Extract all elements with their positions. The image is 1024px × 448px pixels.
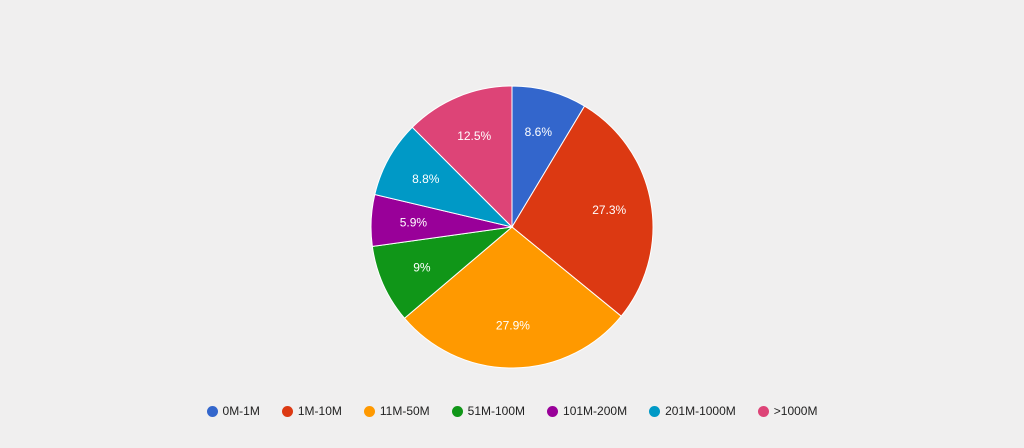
slice-value-label: 27.3% [592, 203, 626, 217]
legend-label: 11M-50M [379, 404, 430, 418]
slice-value-label: 8.6% [525, 125, 553, 139]
slice-value-label: 27.9% [496, 319, 530, 333]
legend-item[interactable]: 11M-50M [363, 404, 430, 418]
legend-swatch-icon [451, 405, 463, 417]
slice-value-label: 12.5% [457, 129, 491, 143]
legend-label: 101M-200M [563, 404, 628, 418]
chart-legend: 0M-1M 1M-10M 11M-50M 51M-100M 101M-200M 201M-… [0, 402, 1024, 420]
legend-swatch-icon [281, 405, 293, 417]
pie-slice-51m-100m[interactable] [371, 226, 514, 319]
legend-item[interactable]: 101M-200M [547, 404, 627, 418]
legend-swatch-icon [757, 405, 769, 417]
legend-label: 1M-10M [297, 404, 342, 418]
legend-label: >1000M [773, 404, 818, 418]
legend-swatch-icon [363, 405, 375, 417]
legend-item[interactable]: >1000M [757, 404, 818, 418]
legend-swatch-icon [547, 405, 559, 417]
slice-value-label: 9% [413, 260, 431, 274]
legend-item[interactable]: 201M-1000M [649, 404, 736, 418]
pie-slice--1000m[interactable] [411, 85, 513, 229]
legend-item[interactable]: 0M-1M [206, 404, 260, 418]
legend-label: 201M-1000M [665, 404, 736, 418]
legend-swatch-icon [649, 405, 661, 417]
legend-swatch-icon [206, 405, 218, 417]
legend-label: 0M-1M [222, 404, 260, 418]
slice-value-label: 5.9% [400, 215, 428, 229]
legend-item[interactable]: 51M-100M [451, 404, 526, 418]
pie-slice-11m-50m[interactable] [403, 226, 622, 369]
slice-value-label: 8.8% [412, 172, 440, 186]
legend-label: 51M-100M [467, 404, 526, 418]
pie-slice-1m-10m[interactable] [511, 105, 654, 317]
legend-item[interactable]: 1M-10M [281, 404, 342, 418]
